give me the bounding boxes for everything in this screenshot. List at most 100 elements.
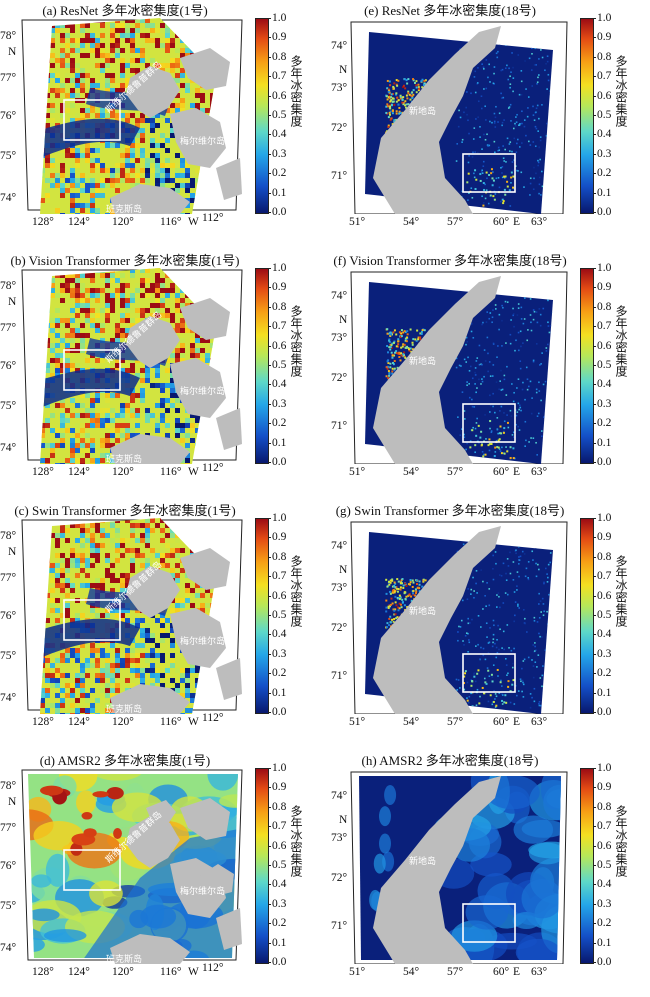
map-svg (345, 268, 569, 464)
lat-label: 78° (0, 530, 16, 542)
colorbar-tick: 1.0 (597, 262, 611, 274)
colorbar-tick-mark (268, 346, 271, 347)
colorbar-tick-mark (593, 673, 596, 674)
colorbar-tick-mark (593, 346, 596, 347)
lon-label: 51° (349, 466, 365, 478)
panel-title: (h) AMSR2 多年冰密集度(18号) (325, 750, 575, 769)
colorbar-tick: 0.1 (272, 437, 286, 449)
colorbar-tick-mark (593, 384, 596, 385)
colorbar-tick-mark (593, 212, 596, 213)
lon-label: 60° (493, 966, 509, 978)
colorbar-tick: 0.6 (597, 340, 611, 352)
panel-title: (b) Vision Transformer 多年冰密集度(1号) (0, 250, 250, 269)
map-svg (20, 518, 244, 714)
lon-label: 51° (349, 716, 365, 728)
colorbar-tick-mark (593, 826, 596, 827)
map-svg (345, 518, 569, 714)
colorbar-tick: 0.4 (597, 378, 611, 390)
lon-label: E (513, 216, 520, 228)
lon-label: 60° (493, 466, 509, 478)
panel-b: (b) Vision Transformer 多年冰密集度(1号)斯维尔德鲁普群… (0, 250, 325, 497)
lat-label: 73° (331, 332, 347, 344)
lon-label: 120° (112, 216, 134, 228)
colorbar-tick: 1.0 (597, 12, 611, 24)
lat-label: 73° (331, 832, 347, 844)
lat-label: 71° (331, 170, 347, 182)
colorbar-tick-mark (593, 268, 596, 269)
colorbar-tick-mark (593, 443, 596, 444)
island-label: 梅尔维尔岛 (180, 134, 225, 147)
lat-label: 72° (331, 122, 347, 134)
lat-label: 76° (0, 610, 16, 622)
colorbar-tick-mark (593, 173, 596, 174)
colorbar-tick: 0.0 (272, 206, 286, 218)
colorbar-tick-mark (593, 884, 596, 885)
colorbar-tick-mark (593, 18, 596, 19)
colorbar-tick: 0.0 (272, 956, 286, 968)
colorbar-tick-mark (268, 268, 271, 269)
colorbar-tick-mark (268, 962, 271, 963)
colorbar-label: 多年冰密集度 (289, 805, 303, 877)
colorbar-tick: 0.1 (597, 937, 611, 949)
map-plot: 新地岛 (345, 268, 569, 462)
colorbar-tick: 0.1 (597, 687, 611, 699)
colorbar-tick-mark (268, 134, 271, 135)
colorbar-tick: 0.0 (597, 956, 611, 968)
lon-label: E (513, 966, 520, 978)
colorbar-tick-mark (593, 596, 596, 597)
lat-label: N (8, 296, 16, 308)
colorbar-tick: 0.8 (597, 51, 611, 63)
lat-label: 78° (0, 30, 16, 42)
island-label: 梅尔维尔岛 (180, 884, 225, 897)
colorbar-tick: 0.7 (597, 70, 611, 82)
colorbar-tick: 0.5 (272, 859, 286, 871)
colorbar-tick: 0.4 (597, 628, 611, 640)
colorbar-tick: 0.8 (272, 551, 286, 563)
colorbar-tick: 0.9 (272, 31, 286, 43)
colorbar-tick-mark (593, 537, 596, 538)
lon-label: 57° (447, 466, 463, 478)
colorbar-tick-mark (593, 326, 596, 327)
colorbar-tick-mark (268, 326, 271, 327)
colorbar-tick-mark (268, 865, 271, 866)
colorbar-tick-mark (593, 807, 596, 808)
lat-label: 71° (331, 420, 347, 432)
map-plot: 斯维尔德鲁普群岛梅尔维尔岛班克斯岛 (20, 268, 244, 462)
island-label: 班克斯岛 (106, 702, 142, 715)
colorbar-tick-mark (268, 193, 271, 194)
lat-label: 72° (331, 872, 347, 884)
panel-title: (f) Vision Transformer 多年冰密集度(18号) (325, 250, 575, 269)
colorbar-tick-mark (593, 943, 596, 944)
map-plot: 新地岛 (345, 518, 569, 712)
colorbar-tick-mark (268, 462, 271, 463)
lat-label: 75° (0, 650, 16, 662)
colorbar-tick-mark (268, 115, 271, 116)
colorbar-tick: 0.0 (272, 706, 286, 718)
colorbar-tick-mark (268, 57, 271, 58)
colorbar-tick-mark (268, 384, 271, 385)
colorbar-tick-mark (268, 634, 271, 635)
colorbar-tick: 0.8 (272, 51, 286, 63)
colorbar-tick: 0.5 (597, 109, 611, 121)
lon-label: 116° (160, 966, 181, 978)
colorbar-tick-mark (593, 712, 596, 713)
colorbar-tick-mark (268, 846, 271, 847)
colorbar-tick: 0.1 (597, 187, 611, 199)
panel-title: (d) AMSR2 多年冰密集度(1号) (0, 750, 250, 769)
lat-label: 78° (0, 780, 16, 792)
lon-label: 116° (160, 716, 181, 728)
lat-label: N (8, 796, 16, 808)
colorbar-tick-mark (593, 846, 596, 847)
lat-label: 78° (0, 280, 16, 292)
map-svg (345, 768, 569, 964)
colorbar-tick-mark (593, 557, 596, 558)
colorbar-tick-mark (593, 654, 596, 655)
colorbar-tick: 0.6 (272, 340, 286, 352)
colorbar-tick-mark (593, 768, 596, 769)
colorbar (580, 768, 594, 964)
colorbar-tick: 1.0 (272, 262, 286, 274)
lat-label: 77° (0, 822, 16, 834)
colorbar-tick-mark (593, 423, 596, 424)
